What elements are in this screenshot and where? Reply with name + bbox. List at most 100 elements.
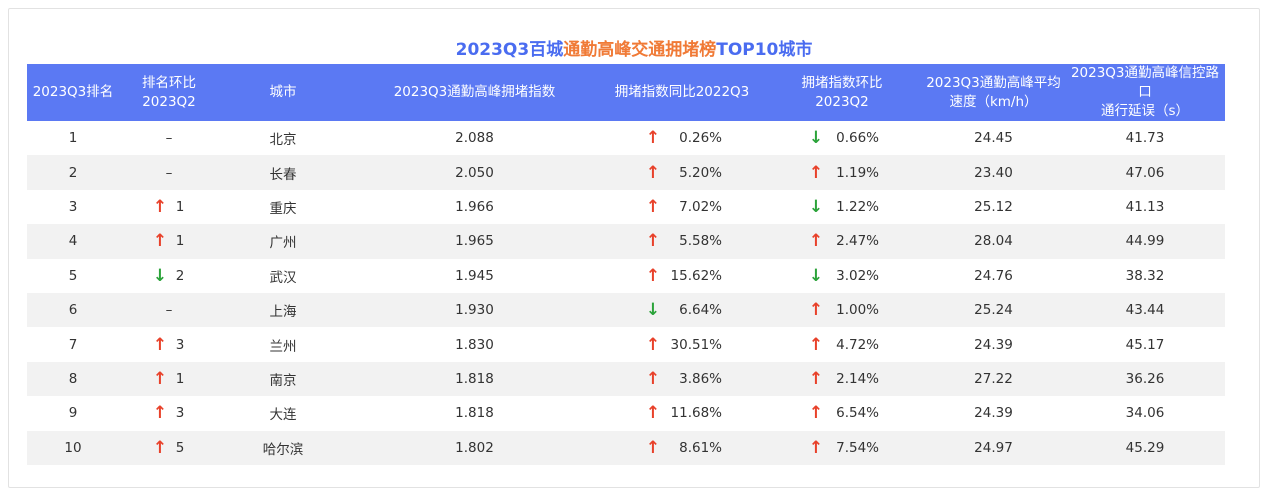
city-cell: 兰州 [269,338,297,355]
arrow-up-icon: ↑ [152,368,168,389]
rank-change-value: ↑ 3 [149,336,189,353]
delay-cell: 34.06 [1125,405,1165,422]
rank-change-value: ↑ 1 [149,196,189,217]
mom-text: 6.54% [836,405,879,422]
arrow-up-icon: ↑ [645,196,661,217]
index-cell: 1.830 [455,336,494,353]
header-row: 2023Q3排名 排名环比 2023Q2 城市 2023Q3通勤高峰拥堵指数 拥堵指数同比… [27,64,1225,121]
header-mom: 拥堵指数环比 2023Q2 [801,74,883,110]
yoy-text: 5.20% [679,164,722,181]
mom-value: ↑ 7.54% [805,437,879,458]
yoy-text: 11.68% [670,405,722,422]
mom-cell: ↓ 1.22% [762,190,922,224]
yoy-cell: ↑ 11.68% [602,396,762,430]
city-cell: 重庆 [269,200,297,217]
table-header: 2023Q3排名 排名环比 2023Q2 城市 2023Q3通勤高峰拥堵指数 拥堵指数同比… [27,64,1225,121]
header-speed: 2023Q3通勤高峰平均 速度（km/h） [926,74,1061,110]
table-row: 9 ↑ 3 大连 1.818 ↑ 11.68% ↑ 6.54% 24.39 34.06 [27,396,1225,430]
yoy-text: 15.62% [670,267,722,284]
yoy-text: 5.58% [679,233,722,250]
table-row: 10 ↑ 5 哈尔滨 1.802 ↑ 8.61% ↑ 7.54% 24.97 45.29 [27,430,1225,465]
mom-value: ↓ 0.66% [805,130,879,147]
index-cell: 1.930 [455,302,494,319]
table-row: 6 – 上海 1.930 ↓ 6.64% ↑ 1.00% 25.24 43.44 [27,292,1225,328]
mom-text: 1.22% [836,198,879,215]
rank-change-cell: ↑ 5 [119,431,219,465]
rank-change-text: 1 [175,198,185,215]
mom-value: ↑ 2.14% [805,368,879,389]
rank-change-cell: – [165,164,173,181]
rank-cell: 2 [68,164,78,181]
yoy-cell: ↑ 5.20% [602,155,762,189]
index-cell: 1.818 [455,405,494,422]
yoy-value: ↑ 0.26% [642,128,722,149]
mom-text: 4.72% [836,336,879,353]
speed-cell: 24.45 [974,130,1013,147]
mom-cell: ↑ 2.47% [762,224,922,258]
rank-change-value: ↑ 5 [149,439,189,456]
mom-cell: ↑ 2.14% [762,362,922,396]
index-cell: 1.818 [455,370,494,387]
speed-cell: 28.04 [974,233,1013,250]
city-cell: 长春 [269,166,297,183]
mom-cell: ↓ 0.66% [762,121,922,155]
mom-value: ↑ 2.47% [805,233,879,250]
yoy-value: ↑ 7.02% [642,196,722,217]
arrow-down-icon: ↓ [808,196,824,217]
rank-cell: 1 [68,130,78,147]
rank-change-cell: ↑ 3 [119,396,219,430]
arrow-up-icon: ↑ [152,196,168,217]
yoy-cell: ↑ 30.51% [602,327,762,361]
yoy-cell: ↑ 7.02% [602,190,762,224]
ranking-card: 2023Q3百城通勤高峰交通拥堵榜TOP10城市 [8,8,1260,488]
arrow-up-icon: ↑ [808,403,824,424]
rank-change-value: ↑ 1 [149,233,189,250]
arrow-up-icon: ↑ [808,300,824,321]
yoy-cell: ↑ 5.58% [602,224,762,258]
table-row: 4 ↑ 1 广州 1.965 ↑ 5.58% ↑ 2.47% 28.04 44.99 [27,224,1225,259]
yoy-value: ↑ 3.86% [642,370,722,387]
rank-change-value: ↑ 1 [149,368,189,389]
mom-cell: ↓ 3.02% [762,259,922,293]
title-part-1: 2023Q3百城 [455,40,564,60]
arrow-up-icon: ↑ [645,128,661,149]
arrow-up-icon: ↑ [808,334,824,355]
speed-cell: 24.39 [974,336,1013,353]
yoy-cell: ↑ 0.26% [602,121,762,155]
arrow-down-icon: ↓ [645,300,661,321]
title-part-2: 通勤高峰交通拥堵榜 [563,40,717,60]
header-yoy: 拥堵指数同比2022Q3 [614,84,750,100]
arrow-up-icon: ↑ [808,368,824,389]
rank-change-value: ↓ 2 [149,267,189,284]
arrow-up-icon: ↑ [645,437,661,458]
mom-value: ↑ 6.54% [805,403,879,424]
rank-change-cell: ↑ 3 [119,327,219,361]
city-cell: 广州 [269,235,297,252]
arrow-down-icon: ↓ [808,265,824,286]
city-cell: 哈尔滨 [262,441,304,458]
delay-cell: 43.44 [1125,302,1165,319]
yoy-text: 8.61% [679,439,722,456]
index-cell: 1.945 [455,267,494,284]
speed-cell: 25.24 [974,302,1013,319]
index-cell: 2.088 [455,130,494,147]
city-cell: 大连 [269,407,297,424]
rank-change-text: 3 [175,405,185,422]
delay-cell: 41.73 [1125,130,1165,147]
rank-change-text: 2 [175,267,185,284]
rank-cell: 4 [68,233,78,250]
mom-cell: ↑ 4.72% [762,327,922,361]
mom-text: 3.02% [836,267,879,284]
index-cell: 1.966 [455,198,494,215]
arrow-up-icon: ↑ [645,162,661,183]
index-cell: 1.802 [455,439,494,456]
delay-cell: 45.29 [1125,439,1165,456]
arrow-up-icon: ↑ [808,437,824,458]
city-cell: 南京 [269,372,297,389]
arrow-up-icon: ↑ [645,334,661,355]
mom-text: 1.19% [836,164,879,181]
yoy-text: 0.26% [679,130,722,147]
yoy-value: ↑ 5.20% [642,162,722,183]
city-cell: 武汉 [269,269,297,286]
mom-text: 2.14% [836,370,879,387]
